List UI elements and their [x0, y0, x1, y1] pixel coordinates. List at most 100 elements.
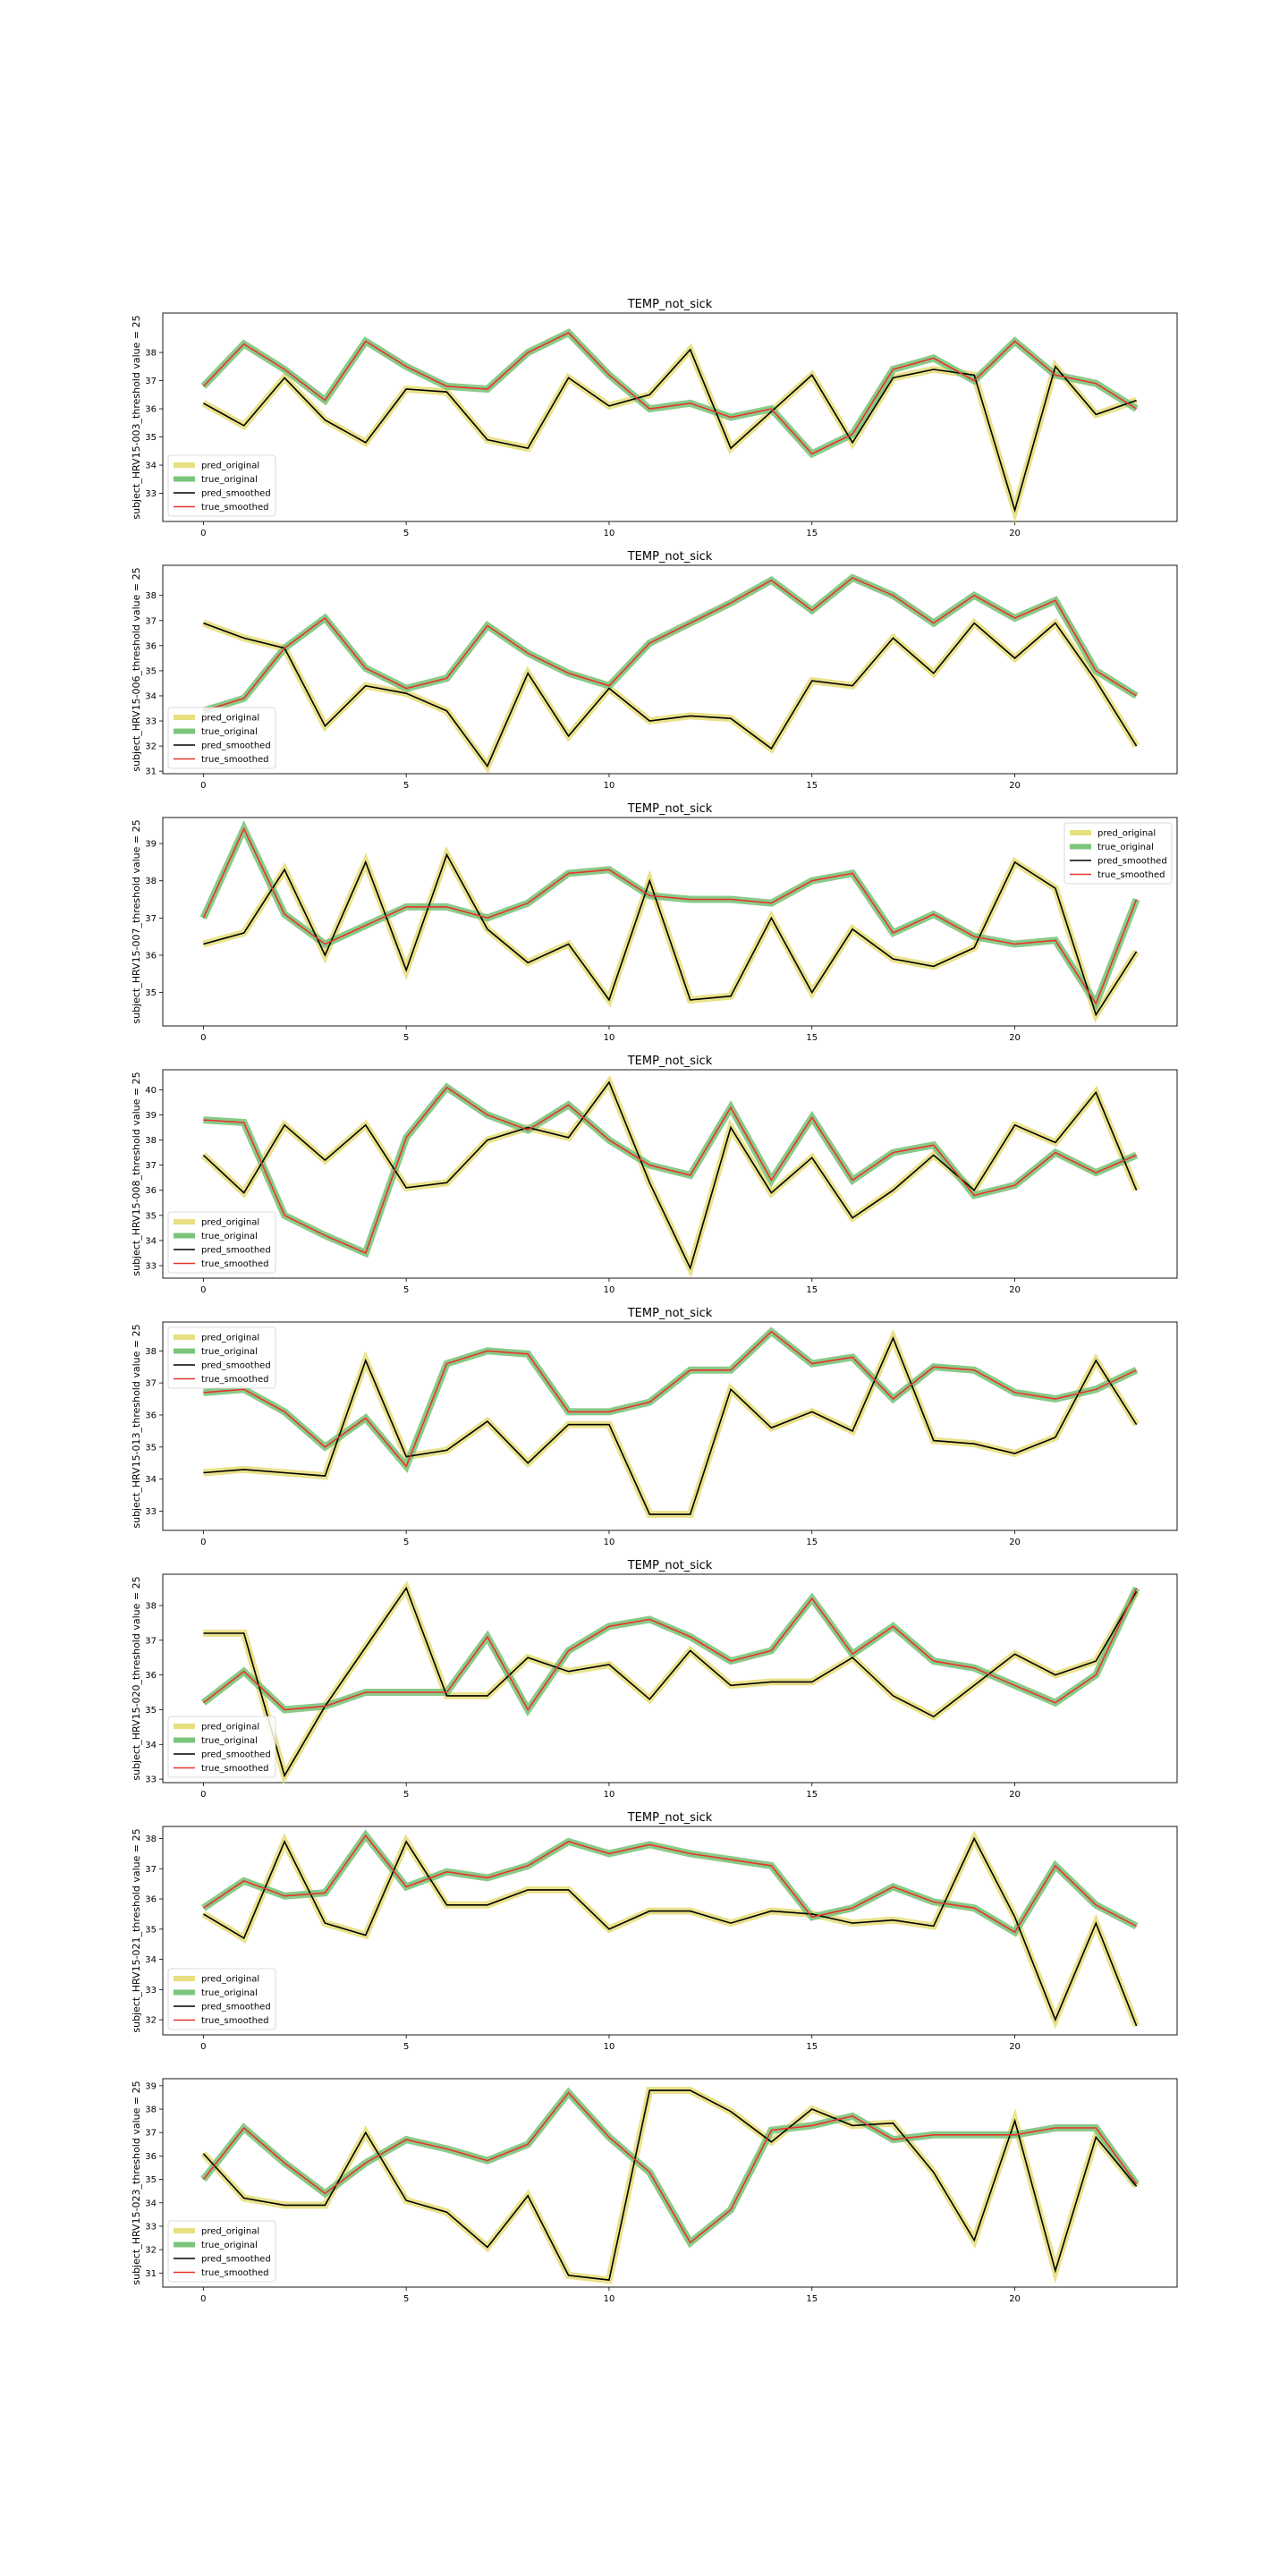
y-tick-label: 34 [145, 691, 157, 701]
legend-label-pred-original: pred_original [201, 462, 259, 471]
x-tick-label: 20 [1009, 2042, 1021, 2052]
legend-box [167, 707, 276, 769]
x-tick-label: 15 [806, 781, 818, 791]
axes-frame [162, 817, 1178, 1027]
y-tick-label: 36 [145, 1671, 157, 1681]
chart-panel-1: TEMP_not_sick 0 5 10 15 20 31 32 33 34 35 36 37 38sub… [131, 550, 1178, 791]
legend-label-true-original: true_original [201, 1736, 258, 1746]
x-tick-label: 0 [200, 1538, 206, 1547]
series-line-true-smoothed [202, 2091, 1138, 2244]
x-tick-label: 20 [1009, 2294, 1021, 2304]
legend-label-true-smoothed: true_smoothed [201, 503, 268, 513]
y-tick-label: 37 [145, 1636, 157, 1646]
x-tick-label: 0 [200, 2042, 206, 2052]
y-tick-label: 31 [145, 767, 157, 777]
y-tick-label: 34 [145, 1475, 157, 1485]
axes-frame [162, 564, 1178, 775]
chart-panel-6: TEMP_not_sick 0 5 10 15 20 32 33 34 35 36 37 38subje… [131, 1811, 1178, 2052]
x-tick-label: 5 [403, 1790, 409, 1800]
y-tick-label: 34 [145, 1955, 157, 1965]
x-tick-label: 10 [604, 529, 615, 538]
x-tick-label: 5 [403, 1033, 409, 1043]
legend-box [1063, 822, 1173, 885]
series-line-true-original [200, 1586, 1140, 1717]
series-line-pred-smoothed [203, 852, 1138, 1017]
y-tick-label: 38 [145, 1835, 157, 1844]
y-tick-label: 39 [145, 1111, 157, 1121]
y-tick-label: 35 [145, 433, 157, 443]
x-tick-label: 10 [604, 1033, 615, 1043]
x-tick-label: 20 [1009, 1790, 1021, 1800]
legend-label-true-original: true_original [201, 1347, 258, 1357]
y-tick-label: 33 [145, 2222, 157, 2232]
legend: pred_original true_original pred_smoothedt… [167, 1716, 276, 1778]
x-tick-label: 10 [604, 1285, 615, 1295]
axes-frame [162, 1573, 1178, 1784]
legend-box [167, 1716, 276, 1778]
y-tick-label: 37 [145, 1161, 157, 1171]
legend-box [167, 2220, 276, 2283]
legend-label-true-original: true_original [201, 475, 258, 485]
legend-label-true-smoothed: true_smoothed [201, 2268, 268, 2278]
y-axis-label: subject_HRV15-003_threshold value = 25 [131, 315, 142, 519]
axes-frame [162, 1069, 1178, 1279]
y-tick-label: 37 [145, 1379, 157, 1389]
y-tick-label: 40 [145, 1086, 157, 1096]
y-tick-label: 33 [145, 489, 157, 499]
legend-label-true-original: true_original [201, 727, 258, 737]
axes-frame [162, 1826, 1178, 2036]
x-tick-label: 5 [403, 1285, 409, 1295]
y-tick-label: 38 [145, 1136, 157, 1146]
legend: pred_original true_original pred_smoothedt… [167, 707, 276, 769]
y-axis-label: subject_HRV15-008_threshold value = 25 [131, 1072, 142, 1275]
y-tick-label: 36 [145, 641, 157, 651]
y-tick-label: 34 [145, 462, 157, 471]
x-tick-label: 20 [1009, 1538, 1021, 1547]
series-line-pred-smoothed [203, 1586, 1138, 1778]
chart-panel-0: TEMP_not_sick 0 5 10 15 20 33 34 35 36 37 38subject… [131, 298, 1178, 538]
y-tick-label: 38 [145, 349, 157, 359]
legend-label-pred-smoothed: pred_smoothed [201, 741, 271, 751]
chart-panel-3: TEMP_not_sick 0 5 10 15 20 33 34 35 36 37 38 39 40sub… [131, 1055, 1178, 1295]
series-line-pred-smoothed [203, 622, 1138, 768]
x-tick-label: 10 [604, 1790, 615, 1800]
y-tick-label: 38 [145, 591, 157, 601]
chart-panel-4: TEMP_not_sick 0 5 10 15 20 33 34 35 36 37 38subject… [131, 1307, 1178, 1547]
x-tick-label: 5 [403, 781, 409, 791]
x-tick-label: 20 [1009, 529, 1021, 538]
legend-box [167, 1211, 276, 1274]
legend-label-true-smoothed: true_smoothed [1097, 870, 1165, 880]
legend-label-pred-smoothed: pred_smoothed [201, 1361, 271, 1371]
series-line-pred-smoothed [202, 1836, 1138, 2027]
y-tick-label: 35 [145, 1706, 157, 1716]
legend-label-true-smoothed: true_smoothed [201, 2016, 268, 2026]
legend-label-true-original: true_original [201, 1232, 258, 1241]
legend-label-pred-smoothed: pred_smoothed [201, 1246, 271, 1256]
y-tick-label: 35 [145, 1443, 157, 1453]
y-tick-label: 35 [145, 988, 157, 998]
x-tick-label: 0 [200, 781, 206, 791]
y-tick-label: 32 [145, 2246, 157, 2256]
x-tick-label: 0 [200, 1790, 206, 1800]
series-line-pred-smoothed [202, 2089, 1138, 2281]
y-tick-label: 35 [145, 2175, 157, 2185]
x-tick-label: 0 [200, 1285, 206, 1295]
legend-label-pred-smoothed: pred_smoothed [1097, 857, 1167, 867]
x-tick-label: 15 [806, 2294, 818, 2304]
y-tick-label: 34 [145, 2199, 157, 2208]
y-tick-label: 31 [145, 2269, 157, 2279]
x-tick-label: 10 [604, 2042, 615, 2052]
x-tick-label: 5 [403, 1538, 409, 1547]
x-tick-label: 0 [200, 529, 206, 538]
y-tick-label: 38 [145, 1347, 157, 1357]
legend-label-pred-smoothed: pred_smoothed [201, 1750, 271, 1760]
y-axis-label: subject_HRV15-020_threshold value = 25 [131, 1576, 142, 1780]
axes-frame [162, 2078, 1178, 2288]
chart-panel-2: TEMP_not_sick 0 5 10 15 20 35 36 37 38 39subject_H… [131, 802, 1178, 1043]
x-tick-label: 5 [403, 2294, 409, 2304]
series-line-true-smoothed [202, 826, 1138, 1005]
y-axis-label: subject_HRV15-006_threshold value = 25 [131, 567, 142, 771]
legend-label-pred-smoothed: pred_smoothed [201, 489, 271, 499]
x-tick-label: 15 [806, 1285, 818, 1295]
